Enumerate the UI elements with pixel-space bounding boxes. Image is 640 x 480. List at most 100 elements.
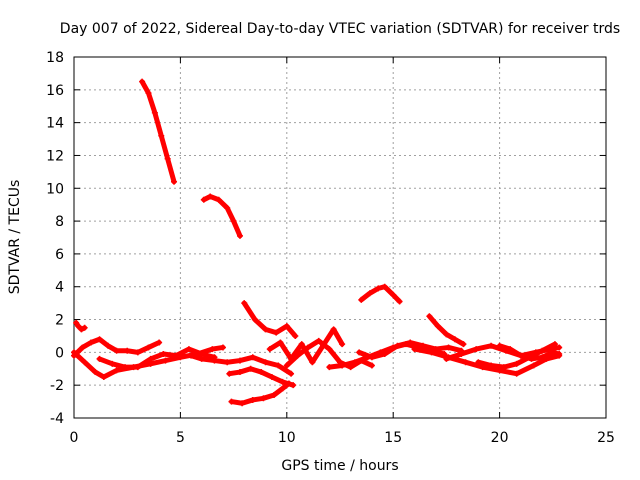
data-point: [145, 90, 152, 97]
data-point: [211, 357, 218, 364]
x-tick-label: 25: [597, 430, 615, 446]
data-point: [247, 365, 254, 372]
y-tick-label: 16: [46, 83, 64, 99]
data-point: [475, 359, 482, 366]
data-point: [434, 323, 441, 330]
x-axis-label: GPS time / hours: [281, 458, 398, 474]
data-point: [109, 360, 116, 367]
data-point: [228, 398, 235, 405]
data-point: [147, 355, 154, 362]
y-axis-label: SDTVAR / TECUs: [7, 180, 23, 295]
data-point: [158, 132, 165, 139]
data-point: [290, 382, 297, 389]
data-point: [339, 341, 346, 348]
data-point: [528, 355, 535, 362]
data-point: [426, 313, 433, 320]
data-point: [134, 364, 141, 371]
data-point: [209, 346, 216, 353]
y-tick-label: 12: [46, 148, 64, 164]
data-point: [75, 323, 82, 330]
series-arc-4: [358, 283, 403, 305]
data-point: [236, 357, 243, 364]
series-trace: [358, 284, 403, 304]
data-point: [375, 285, 382, 292]
series-arc-6: [241, 300, 299, 339]
data-point: [507, 346, 514, 353]
data-point: [292, 332, 299, 339]
data-point: [488, 362, 495, 369]
data-point: [517, 352, 524, 359]
data-point: [275, 362, 282, 369]
data-point: [394, 342, 401, 349]
data-point: [556, 351, 563, 358]
data-point: [266, 346, 273, 353]
data-point: [326, 346, 333, 353]
data-point: [351, 359, 358, 366]
data-point: [305, 344, 312, 351]
data-point: [285, 380, 292, 387]
data-point: [339, 362, 346, 369]
data-point: [556, 344, 563, 351]
data-point: [368, 362, 375, 369]
data-point: [134, 349, 141, 356]
x-tick-label: 10: [278, 430, 296, 446]
data-point: [185, 346, 192, 353]
data-point: [268, 373, 275, 380]
data-point: [381, 283, 388, 290]
data-point: [260, 395, 267, 402]
data-point: [513, 360, 520, 367]
data-point: [277, 339, 284, 346]
series-arc-5: [426, 313, 467, 348]
series-arc-12: [228, 380, 292, 407]
data-point: [539, 347, 546, 354]
data-point: [113, 367, 120, 374]
series-arc-10: [188, 352, 295, 377]
data-point: [443, 331, 450, 338]
data-point: [236, 232, 243, 239]
data-point: [294, 352, 301, 359]
data-point: [81, 324, 88, 331]
series-trace: [267, 326, 345, 365]
data-point: [226, 370, 233, 377]
data-point: [330, 326, 337, 333]
y-tick-label: 18: [46, 50, 64, 66]
data-point: [239, 400, 246, 407]
y-tick-label: 6: [55, 247, 64, 263]
data-point: [500, 364, 507, 371]
data-point: [171, 178, 178, 185]
data-point: [79, 344, 86, 351]
data-point: [366, 290, 373, 297]
data-point: [139, 78, 146, 85]
data-point: [396, 298, 403, 305]
plot-frame: [73, 56, 607, 419]
data-point: [326, 364, 333, 371]
data-point: [411, 346, 418, 353]
series-arc-17: [411, 346, 563, 377]
x-tick-label: 20: [491, 430, 509, 446]
y-tick-label: 8: [55, 214, 64, 230]
data-point: [88, 339, 95, 346]
data-point: [151, 109, 158, 116]
data-point: [156, 339, 163, 346]
data-point: [92, 369, 99, 376]
data-point: [251, 316, 258, 323]
y-tick-label: 10: [46, 181, 64, 197]
data-point: [241, 300, 248, 307]
data-point: [419, 342, 426, 349]
data-point: [309, 359, 316, 366]
data-point: [496, 342, 503, 349]
series-trace: [411, 346, 562, 377]
data-point: [173, 352, 180, 359]
data-point: [71, 349, 77, 356]
data-point: [428, 349, 435, 356]
data-point: [215, 196, 222, 203]
series-trace: [139, 79, 177, 185]
data-point: [539, 354, 546, 361]
series-arc-9: [96, 346, 218, 371]
data-point: [124, 347, 131, 354]
data-point: [249, 354, 256, 361]
data-layer: [71, 78, 563, 407]
y-tick-label: -4: [50, 411, 64, 427]
